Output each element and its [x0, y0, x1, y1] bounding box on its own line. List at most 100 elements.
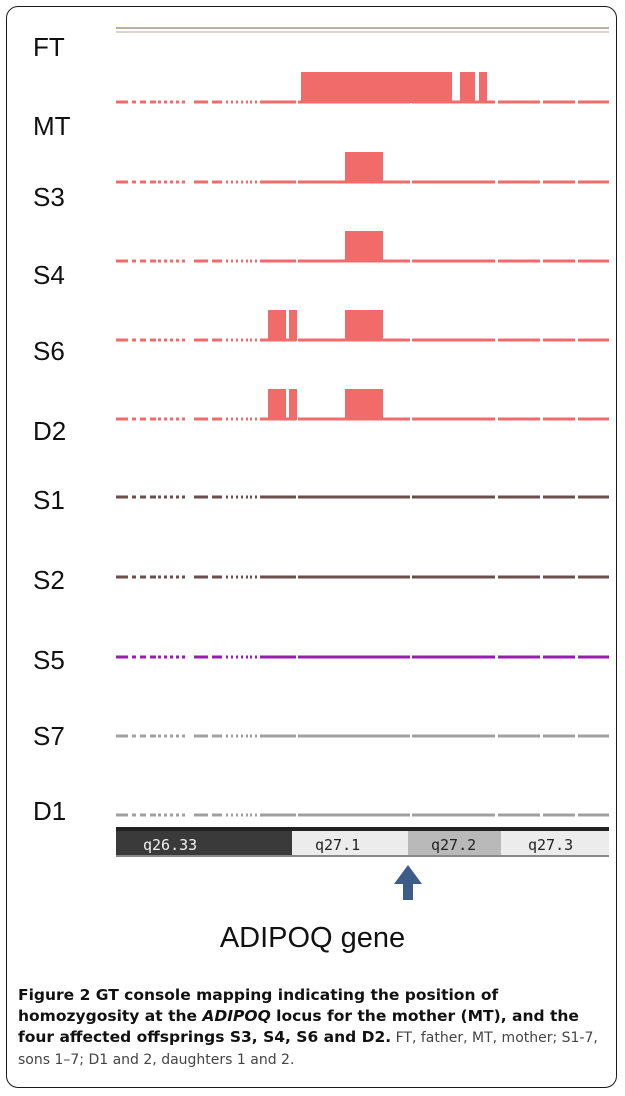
marker-line: [260, 180, 296, 184]
track-label: S6: [33, 336, 65, 366]
marker-dash: [164, 180, 167, 184]
marker-line: [412, 575, 495, 579]
track-label: S2: [33, 565, 65, 595]
marker-dash: [212, 575, 222, 579]
marker-line: [498, 813, 540, 817]
track-label: S3: [33, 182, 65, 212]
marker-dash: [150, 417, 156, 421]
marker-line: [260, 259, 296, 263]
marker-dash: [212, 259, 222, 263]
band-fill: [501, 831, 609, 855]
marker-dash: [246, 180, 248, 184]
marker-dash: [170, 100, 173, 104]
marker-dash: [250, 417, 252, 421]
band-label: q27.3: [528, 836, 573, 854]
marker-line: [260, 813, 296, 817]
marker-line: [543, 813, 575, 817]
homozygosity-block: [427, 72, 452, 103]
marker-dash: [164, 575, 167, 579]
marker-line: [498, 259, 540, 263]
homozygosity-block: [479, 72, 487, 103]
track-s6: S6: [33, 310, 609, 366]
marker-dash: [194, 259, 208, 263]
marker-dash: [246, 495, 248, 499]
marker-dash: [176, 575, 179, 579]
marker-dash: [132, 813, 136, 817]
marker-dash: [116, 495, 128, 499]
marker-dash: [150, 813, 156, 817]
marker-dash: [182, 734, 185, 738]
marker-line: [578, 734, 609, 738]
band-label: q27.2: [431, 836, 476, 854]
marker-dash: [116, 180, 128, 184]
marker-dash: [182, 100, 185, 104]
marker-dash: [116, 338, 128, 342]
marker-line: [260, 734, 296, 738]
marker-dash: [255, 417, 257, 421]
marker-dash: [255, 100, 257, 104]
marker-dash: [236, 575, 238, 579]
marker-line: [412, 100, 495, 104]
marker-dash: [194, 734, 208, 738]
ideogram-top-edge: [116, 827, 609, 831]
marker-dash: [176, 338, 179, 342]
marker-dash: [236, 259, 238, 263]
marker-dash: [150, 259, 156, 263]
marker-dash: [255, 813, 257, 817]
marker-dash: [226, 180, 228, 184]
track-ft: FT: [33, 27, 609, 62]
marker-dash: [231, 734, 233, 738]
marker-dash: [182, 338, 185, 342]
marker-dash: [140, 655, 146, 659]
marker-dash: [212, 813, 222, 817]
marker-dash: [140, 259, 146, 263]
marker-dash: [255, 495, 257, 499]
marker-line: [543, 338, 575, 342]
marker-dash: [150, 100, 156, 104]
homozygosity-block: [345, 310, 383, 341]
marker-dash: [194, 100, 208, 104]
marker-dash: [231, 813, 233, 817]
band-fill: [292, 831, 408, 855]
marker-dash: [226, 417, 228, 421]
marker-line: [498, 734, 540, 738]
marker-dash: [236, 734, 238, 738]
marker-dash: [255, 575, 257, 579]
marker-dash: [250, 338, 252, 342]
track-label: D1: [33, 796, 66, 826]
marker-dash: [226, 100, 228, 104]
marker-dash: [140, 575, 146, 579]
marker-line: [578, 338, 609, 342]
track-label: S1: [33, 485, 65, 515]
marker-dash: [158, 180, 161, 184]
marker-dash: [246, 338, 248, 342]
marker-line: [578, 813, 609, 817]
marker-dash: [241, 417, 243, 421]
marker-dash: [132, 575, 136, 579]
marker-line: [498, 417, 540, 421]
marker-dash: [182, 813, 185, 817]
track-s2: S2: [33, 565, 609, 595]
marker-dash: [150, 495, 156, 499]
marker-line: [543, 734, 575, 738]
marker-dash: [176, 417, 179, 421]
marker-dash: [150, 734, 156, 738]
marker-dash: [246, 575, 248, 579]
ideogram-bottom-edge: [116, 855, 609, 857]
caption-bold-suffix: locus for the mother (MT), and the four …: [18, 1007, 579, 1046]
marker-dash: [231, 495, 233, 499]
gene-label: ADIPOQ gene: [219, 922, 406, 954]
caption-gene-italic: ADIPOQ: [202, 1007, 271, 1025]
band-label: q26.33: [143, 836, 197, 854]
track-s5: S5: [33, 645, 609, 675]
marker-line: [498, 180, 540, 184]
marker-dash: [231, 575, 233, 579]
marker-dash: [255, 259, 257, 263]
marker-line: [298, 575, 410, 579]
marker-dash: [212, 180, 222, 184]
marker-dash: [212, 495, 222, 499]
track-label: S5: [33, 645, 65, 675]
marker-dash: [176, 813, 179, 817]
marker-line: [543, 100, 575, 104]
